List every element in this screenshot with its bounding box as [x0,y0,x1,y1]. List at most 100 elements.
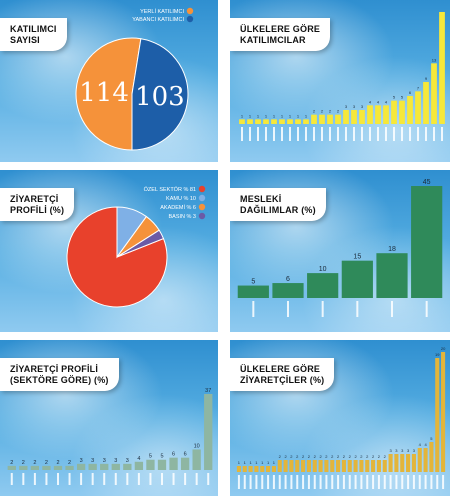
bar-value-label: 2 [329,109,332,114]
category-tick-label [383,475,386,489]
category-tick-label [22,473,25,485]
bar-value-label: 4 [369,99,372,104]
bar-value-label: 5 [149,454,152,460]
bar [441,352,446,472]
bar [237,285,269,298]
category-tick-label [302,475,305,489]
bar-value-label: 2 [384,454,387,459]
title-line: ÜLKELERE GÖRE [240,24,321,34]
legend-label: YABANCI KATILIMCI [132,17,184,23]
bar [341,460,346,472]
bar [271,466,276,472]
category-tick-label [345,127,347,141]
bar [353,460,358,472]
bar-value-label: 1 [255,460,258,465]
category-tick-label [377,475,380,489]
slice-value-label: 103 [135,82,185,112]
legend-marker [198,185,206,193]
visitor-countries-title: ÜLKELERE GÖRE ZİYARETÇİLER (%) [230,358,335,391]
visitor-countries-panel: 1 1 1 1 1 1 1 2 2 2 2 2 2 2 2 2 2 2 2 2 2 2 2 2 2 2 3 3 3 3 3 4 4 5 19 20 Ü… [230,340,450,496]
bar [439,12,445,124]
bar-value-label: 3 [126,458,129,464]
bar-value-label: 4 [377,99,380,104]
bar [375,105,381,124]
bar-value-label: 3 [91,458,94,464]
category-tick-label [391,301,393,317]
bar-value-label: 4 [424,442,427,447]
bar [301,460,306,472]
bar [312,460,317,472]
bar-value-label: 2 [360,454,363,459]
bar [204,394,213,470]
bar-value-label: 15 [353,254,361,261]
bar-value-label: 2 [313,109,316,114]
bar [382,460,387,472]
bar [263,119,269,124]
bar-value-label: 18 [388,246,396,253]
title-line: ÜLKELERE GÖRE [240,364,321,374]
bar-value-label: 6 [184,452,187,458]
bar [307,273,339,298]
category-tick-label [433,127,435,141]
bar-value-label: 2 [68,460,71,466]
category-tick-label [305,127,307,141]
bar-value-label: 1 [238,460,241,465]
bar-value-label: 2 [319,454,322,459]
bar-value-label: 3 [80,458,83,464]
bar [266,466,271,472]
category-tick-label [289,127,291,141]
bar-value-label: 2 [354,454,357,459]
visitor-profile-title: ZİYARETÇİ PROFİLİ (%) [0,188,75,221]
bar [399,100,405,124]
category-tick-label [395,475,398,489]
bar-value-label: 7 [417,85,420,90]
bar [318,460,323,472]
category-tick-label [412,475,415,489]
bar [435,358,440,472]
bar [327,114,333,124]
bar [383,105,389,124]
bar-value-label: 37 [205,388,211,394]
bar [169,457,178,470]
category-tick-label [237,475,240,489]
category-tick-label [33,473,36,485]
bar-value-label: 5 [160,454,163,460]
bar [260,466,265,472]
bar [371,460,376,472]
bar-value-label: 2 [349,454,352,459]
category-tick-label [321,127,323,141]
category-tick-label [436,475,439,489]
bar-value-label: 1 [305,113,308,118]
bar-value-label: 1 [257,113,260,118]
bar [407,96,413,124]
category-tick-label [442,475,445,489]
legend-marker [186,15,194,23]
category-tick-label [401,127,403,141]
legend-marker [198,212,206,220]
category-tick-label [243,475,246,489]
category-tick-label [161,473,163,485]
bar-value-label: 1 [249,113,252,118]
bar-value-label: 6 [409,90,412,95]
category-tick-label [80,473,83,485]
category-tick-label [281,127,283,141]
bar [157,459,167,470]
category-tick-label [287,301,289,317]
legend-marker [186,7,194,15]
category-tick-label [297,127,299,141]
category-tick-label [331,475,334,489]
bar-value-label: 2 [56,460,59,466]
bar-value-label: 2 [372,454,375,459]
legend-label: KAMU % 10 [166,196,196,202]
bar [423,448,428,472]
bar-value-label: 19 [435,352,440,357]
category-tick-label [265,127,267,141]
bar [247,119,253,124]
category-tick-label [361,127,363,141]
category-tick-label [337,127,339,141]
bar [359,110,365,124]
sector-profile-panel: 2 2 2 2 2 2 3 3 3 3 3 4 5 5 6 6 10 37 ZİYARETÇİ PROFİLİ (… [0,340,218,496]
bar [347,460,352,472]
bar-value-label: 5 [251,279,255,286]
category-tick-label [441,127,443,141]
